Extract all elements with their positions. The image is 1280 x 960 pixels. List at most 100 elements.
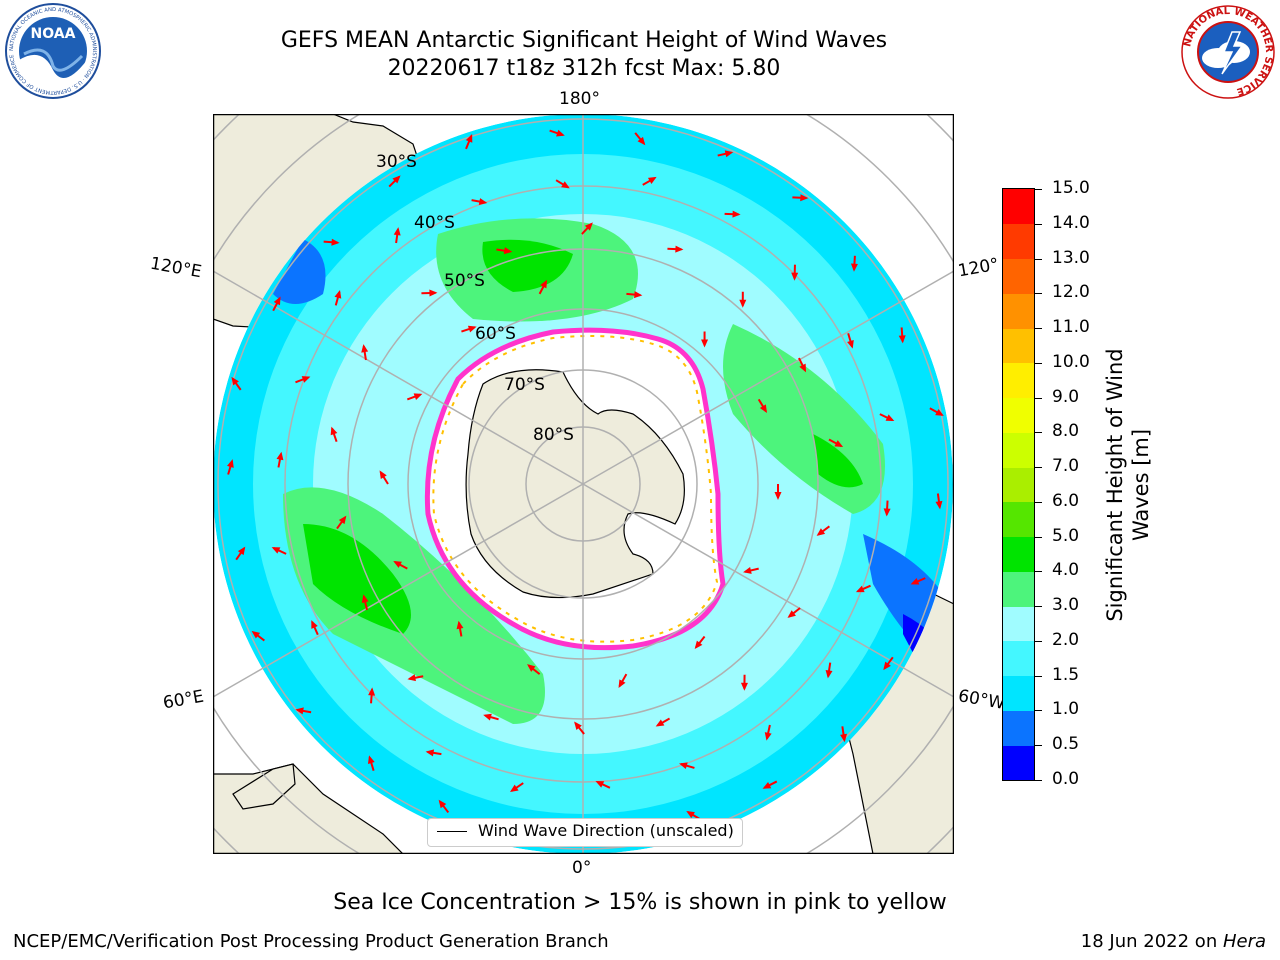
lat-label-70s: 70°S <box>504 375 545 395</box>
colorbar-tick-mark <box>1035 293 1042 295</box>
lat-label-30s: 30°S <box>376 152 417 172</box>
wave-direction-arrowhead <box>330 426 338 436</box>
colorbar-tick-mark <box>1035 501 1042 503</box>
wave-direction-arrowhead <box>840 733 847 743</box>
colorbar-segment <box>1003 745 1034 781</box>
wave-direction-arrowhead <box>251 630 261 639</box>
wind-wave-arrows <box>227 129 944 845</box>
wave-direction-arrowhead <box>301 376 311 383</box>
wave-direction-arrowhead <box>276 451 284 461</box>
wave-direction-arrowhead <box>334 289 342 299</box>
colorbar-label-line1: Significant Height of Wind <box>1103 348 1127 622</box>
wave-direction-arrowhead <box>787 610 796 618</box>
chart-subtitle: 20220617 t18z 312h fcst Max: 5.80 <box>387 56 781 81</box>
wave-direction-arrowhead <box>227 459 234 468</box>
colorbar-tick-label: 13.0 <box>1052 247 1090 268</box>
wave-direction-arrowhead <box>675 245 684 253</box>
wave-direction-arrowhead <box>647 176 657 184</box>
colorbar-tick-mark <box>1035 467 1042 469</box>
colorbar-tick-label: 14.0 <box>1052 212 1090 233</box>
colorbar-tick-label: 2.0 <box>1052 629 1080 650</box>
colorbar-label-line2: Waves [m] <box>1129 428 1153 542</box>
noaa-logo-text: NOAA <box>31 26 76 42</box>
wave-direction-arrowhead <box>379 470 387 480</box>
wave-direction-arrowhead <box>407 674 416 682</box>
colorbar-segment <box>1003 675 1034 711</box>
lon-label-120w: 120° <box>956 254 1001 282</box>
wave-direction-arrowhead <box>855 585 865 593</box>
wave-direction-arrowhead <box>527 664 536 672</box>
wave-direction-arrowhead <box>637 136 646 146</box>
wave-direction-arrowhead <box>679 762 688 770</box>
colorbar-segment <box>1003 328 1034 364</box>
colorbar-tick-mark <box>1035 223 1042 225</box>
wave-direction-arrowhead <box>393 561 402 568</box>
credit-host: Hera <box>1222 931 1266 952</box>
wave-direction-arrowhead <box>331 238 340 246</box>
colorbar-tick-label: 3.0 <box>1052 595 1080 616</box>
colorbar-tick-label: 1.0 <box>1052 699 1080 720</box>
wave-direction-arrowhead <box>885 414 895 422</box>
colorbar-segment <box>1003 606 1034 642</box>
wave-direction-arrowhead <box>791 272 799 281</box>
colorbar-tick-mark <box>1035 432 1042 434</box>
colorbar-tick-label: 1.5 <box>1052 664 1080 685</box>
colorbar-tick-label: 11.0 <box>1052 317 1090 338</box>
wave-direction-arrowhead <box>368 687 376 696</box>
colorbar-label: Significant Height of Wind Waves [m] <box>1102 348 1154 621</box>
colorbar-segment <box>1003 501 1034 538</box>
wave-direction-arrowhead <box>759 404 768 414</box>
wave-direction-arrowhead <box>503 247 513 255</box>
colorbar-tick-label: 15.0 <box>1052 178 1090 198</box>
wave-direction-arrowhead <box>584 222 593 231</box>
wave-direction-arrowhead <box>509 784 519 793</box>
colorbar-tick-mark <box>1035 571 1042 573</box>
lon-label-60e: 60°E <box>161 686 206 714</box>
wave-direction-arrowhead <box>724 150 734 158</box>
colorbar-tick-mark <box>1035 328 1042 330</box>
colorbar-tick-mark <box>1035 780 1042 781</box>
wave-direction-arrowhead <box>694 640 703 650</box>
wave-direction-arrowhead <box>850 263 858 272</box>
lat-label-40s: 40°S <box>414 213 455 233</box>
wave-direction-arrowhead <box>561 181 570 189</box>
wave-direction-arrowhead <box>910 578 920 585</box>
chart-title: GEFS MEAN Antarctic Significant Height o… <box>280 28 888 53</box>
colorbar-tick-label: 0.0 <box>1052 769 1080 789</box>
antarctica-land <box>465 369 685 599</box>
legend-label: Wind Wave Direction (unscaled) <box>478 821 734 840</box>
colorbar-tick-label: 5.0 <box>1052 525 1080 546</box>
colorbar-tick-mark <box>1035 640 1042 642</box>
wave-direction-arrowhead <box>883 508 891 517</box>
wave-direction-arrowhead <box>634 291 643 299</box>
credit-date-text: 18 Jun 2022 on <box>1080 931 1223 952</box>
wave-direction-arrowhead <box>237 546 246 556</box>
wave-direction-arrowhead <box>413 393 423 400</box>
colorbar-tick-mark <box>1035 536 1042 538</box>
wave-direction-arrowhead <box>311 620 318 629</box>
wave-direction-arrowhead <box>295 707 304 715</box>
wave-direction-arrowhead <box>271 547 281 554</box>
colorbar-segment <box>1003 397 1034 433</box>
wave-direction-arrowhead <box>478 198 488 205</box>
madagascar-land <box>232 763 296 810</box>
colorbar-tick-label: 9.0 <box>1052 386 1080 407</box>
wave-direction-arrowhead <box>456 620 464 630</box>
wave-direction-arrowhead <box>540 279 548 289</box>
wave-direction-arrowhead <box>799 363 807 373</box>
credit-organization: NCEP/EMC/Verification Post Processing Pr… <box>13 931 609 952</box>
lon-label-60w: 60°W <box>956 686 1007 714</box>
wave-direction-arrowhead <box>732 210 741 218</box>
colorbar-tick-mark <box>1035 397 1042 399</box>
colorbar-tick-mark <box>1035 189 1042 190</box>
wave-direction-arrowhead <box>834 440 844 448</box>
wave-direction-arrowhead <box>847 339 854 349</box>
wave-direction-arrowhead <box>231 376 239 386</box>
wave-direction-arrowhead <box>762 781 772 789</box>
national-weather-service-logo-icon: NATIONAL WEATHER SERVICE <box>1181 5 1275 99</box>
colorbar-tick-mark <box>1035 606 1042 608</box>
colorbar-tick-label: 4.0 <box>1052 560 1080 581</box>
wave-direction-arrowhead <box>816 528 826 536</box>
colorbar-tick-label: 7.0 <box>1052 456 1080 477</box>
wave-direction-arrowhead <box>438 799 447 809</box>
